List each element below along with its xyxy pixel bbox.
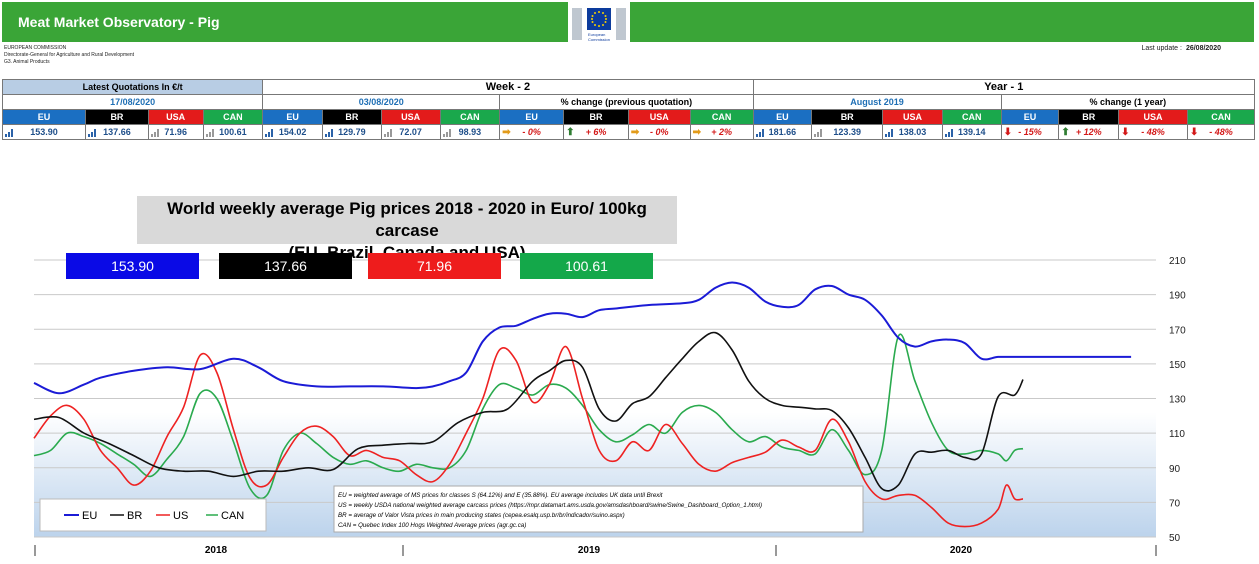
legend-label-can: CAN [221, 510, 244, 522]
y-tick-label: 130 [1169, 395, 1186, 406]
country-eu: EU [1, 109, 87, 125]
last-update-value: 26/08/2020 [1185, 45, 1221, 52]
bar-chart-icon [944, 129, 954, 139]
trend-arrow-icon: ⬆ [566, 127, 575, 138]
country-usa: USA [380, 109, 441, 125]
legend-label-br: BR [127, 510, 142, 522]
week-value-can: 98.93 [439, 124, 501, 140]
week-change-br: ⬆ + 6% [563, 124, 629, 140]
country-eu: EU [752, 109, 813, 125]
y-tick-label: 150 [1169, 360, 1186, 371]
last-update: Last update :26/08/2020 [1141, 45, 1221, 52]
bar-chart-icon [265, 129, 274, 139]
logo-text-2: Commission [588, 37, 610, 42]
latest-value-br: 137.66 [85, 124, 149, 140]
notes-box: EU = weighted average of MS prices for c… [333, 485, 864, 533]
year-change-can: ⬇ - 48% [1186, 124, 1256, 140]
bar-chart-icon [5, 129, 14, 139]
trend-arrow-icon: ➡ [692, 127, 702, 138]
note-line-us: US = weekly USDA national weighted avera… [338, 502, 762, 509]
legend-label-us: US [173, 510, 188, 522]
value-box-eu: 153.90 [66, 253, 199, 279]
year-change-usa: ⬇ - 48% [1118, 124, 1188, 140]
y-axis-ticks: 50 70 90 110 130 150 170 190 210 [1169, 256, 1186, 544]
latest-value-eu: 153.90 [1, 124, 87, 140]
bar-chart-icon [205, 129, 215, 139]
latest-value-usa: 71.96 [147, 124, 204, 140]
x-tick-label: 2020 [950, 545, 973, 556]
trend-arrow-icon: ⬇ [1189, 127, 1199, 138]
bar-chart-icon [755, 129, 765, 139]
value-box-can: 100.61 [520, 253, 653, 279]
week-change-usa: ➡ - 0% [627, 124, 691, 140]
bar-chart-icon [88, 129, 97, 139]
chart-title: World weekly average Pig prices 2018 - 2… [137, 196, 677, 262]
country-can: CAN [439, 109, 501, 125]
note-line-eu: EU = weighted average of MS prices for c… [338, 492, 663, 499]
legend: EU BR US CAN [39, 498, 267, 532]
series-lines [33, 281, 1132, 528]
week-change-eu: ➡ - 0% [499, 124, 565, 140]
last-update-label: Last update : [1141, 45, 1182, 52]
x-tick-label: 2018 [205, 545, 228, 556]
series-line-eu [33, 281, 1132, 395]
trend-arrow-icon: ➡ [502, 127, 511, 138]
y-tick-label: 50 [1169, 533, 1181, 544]
country-usa: USA [147, 109, 204, 125]
x-axis: 2018 2019 2020 [34, 545, 1157, 556]
org-info: EUROPEAN COMMISSION Directorate-General … [4, 45, 134, 66]
country-br: BR [85, 109, 149, 125]
value-box-br: 137.66 [219, 253, 352, 279]
week-value-eu: 154.02 [262, 124, 324, 140]
latest-value-can: 100.61 [202, 124, 264, 140]
y-tick-label: 190 [1169, 291, 1186, 302]
series-line-can [33, 333, 1024, 500]
country-eu: EU [499, 109, 565, 125]
country-eu: EU [262, 109, 324, 125]
x-tick-label: 2019 [578, 545, 601, 556]
y-tick-label: 70 [1169, 498, 1181, 509]
series-line-br [33, 331, 1024, 492]
year-change-eu: ⬇ - 15% [1000, 124, 1060, 140]
trend-arrow-icon: ⬇ [1121, 127, 1130, 138]
eu-commission-logo: European Commission [568, 2, 630, 48]
bar-chart-icon [885, 129, 894, 139]
year-value-can: 139.14 [941, 124, 1002, 140]
org-line: Directorate-General for Agriculture and … [4, 52, 135, 58]
country-br: BR [811, 109, 884, 125]
note-line-can: CAN = Quebec Index 100 Hogs Weighted Ave… [338, 522, 526, 529]
series-line-us [33, 345, 1024, 528]
trend-arrow-icon: ⬇ [1003, 127, 1013, 138]
bar-chart-icon [150, 129, 160, 139]
legend-label-eu: EU [82, 510, 97, 522]
year-value-br: 123.39 [811, 124, 884, 140]
country-usa: USA [882, 109, 943, 125]
bar-chart-icon [325, 129, 334, 139]
org-line: EUROPEAN COMMISSION [4, 45, 67, 51]
trend-arrow-icon: ➡ [630, 127, 640, 138]
country-br: BR [1058, 109, 1120, 125]
bar-chart-icon [383, 129, 393, 139]
app-title: Meat Market Observatory - Pig [18, 14, 220, 30]
country-can: CAN [202, 109, 264, 125]
note-line-br: BR = average of Valor Vista prices in ma… [338, 512, 625, 519]
y-tick-label: 210 [1169, 256, 1186, 267]
year-value-usa: 138.03 [882, 124, 943, 140]
trend-arrow-icon: ⬆ [1061, 127, 1070, 138]
org-line: G3. Animal Products [4, 59, 50, 65]
y-tick-label: 110 [1169, 429, 1185, 440]
quotations-table: Latest Quotations In €/t Week - 2 Year -… [1, 79, 1256, 140]
value-box-usa: 71.96 [368, 253, 501, 279]
y-tick-label: 170 [1169, 325, 1186, 336]
country-can: CAN [689, 109, 754, 125]
bar-chart-icon [442, 129, 452, 139]
logo-text-1: European [588, 32, 605, 37]
week-change-can: ➡ + 2% [689, 124, 754, 140]
chart-title-line1: World weekly average Pig prices 2018 - 2… [167, 199, 647, 240]
y-tick-label: 90 [1169, 464, 1181, 475]
bar-chart-icon [814, 129, 823, 139]
